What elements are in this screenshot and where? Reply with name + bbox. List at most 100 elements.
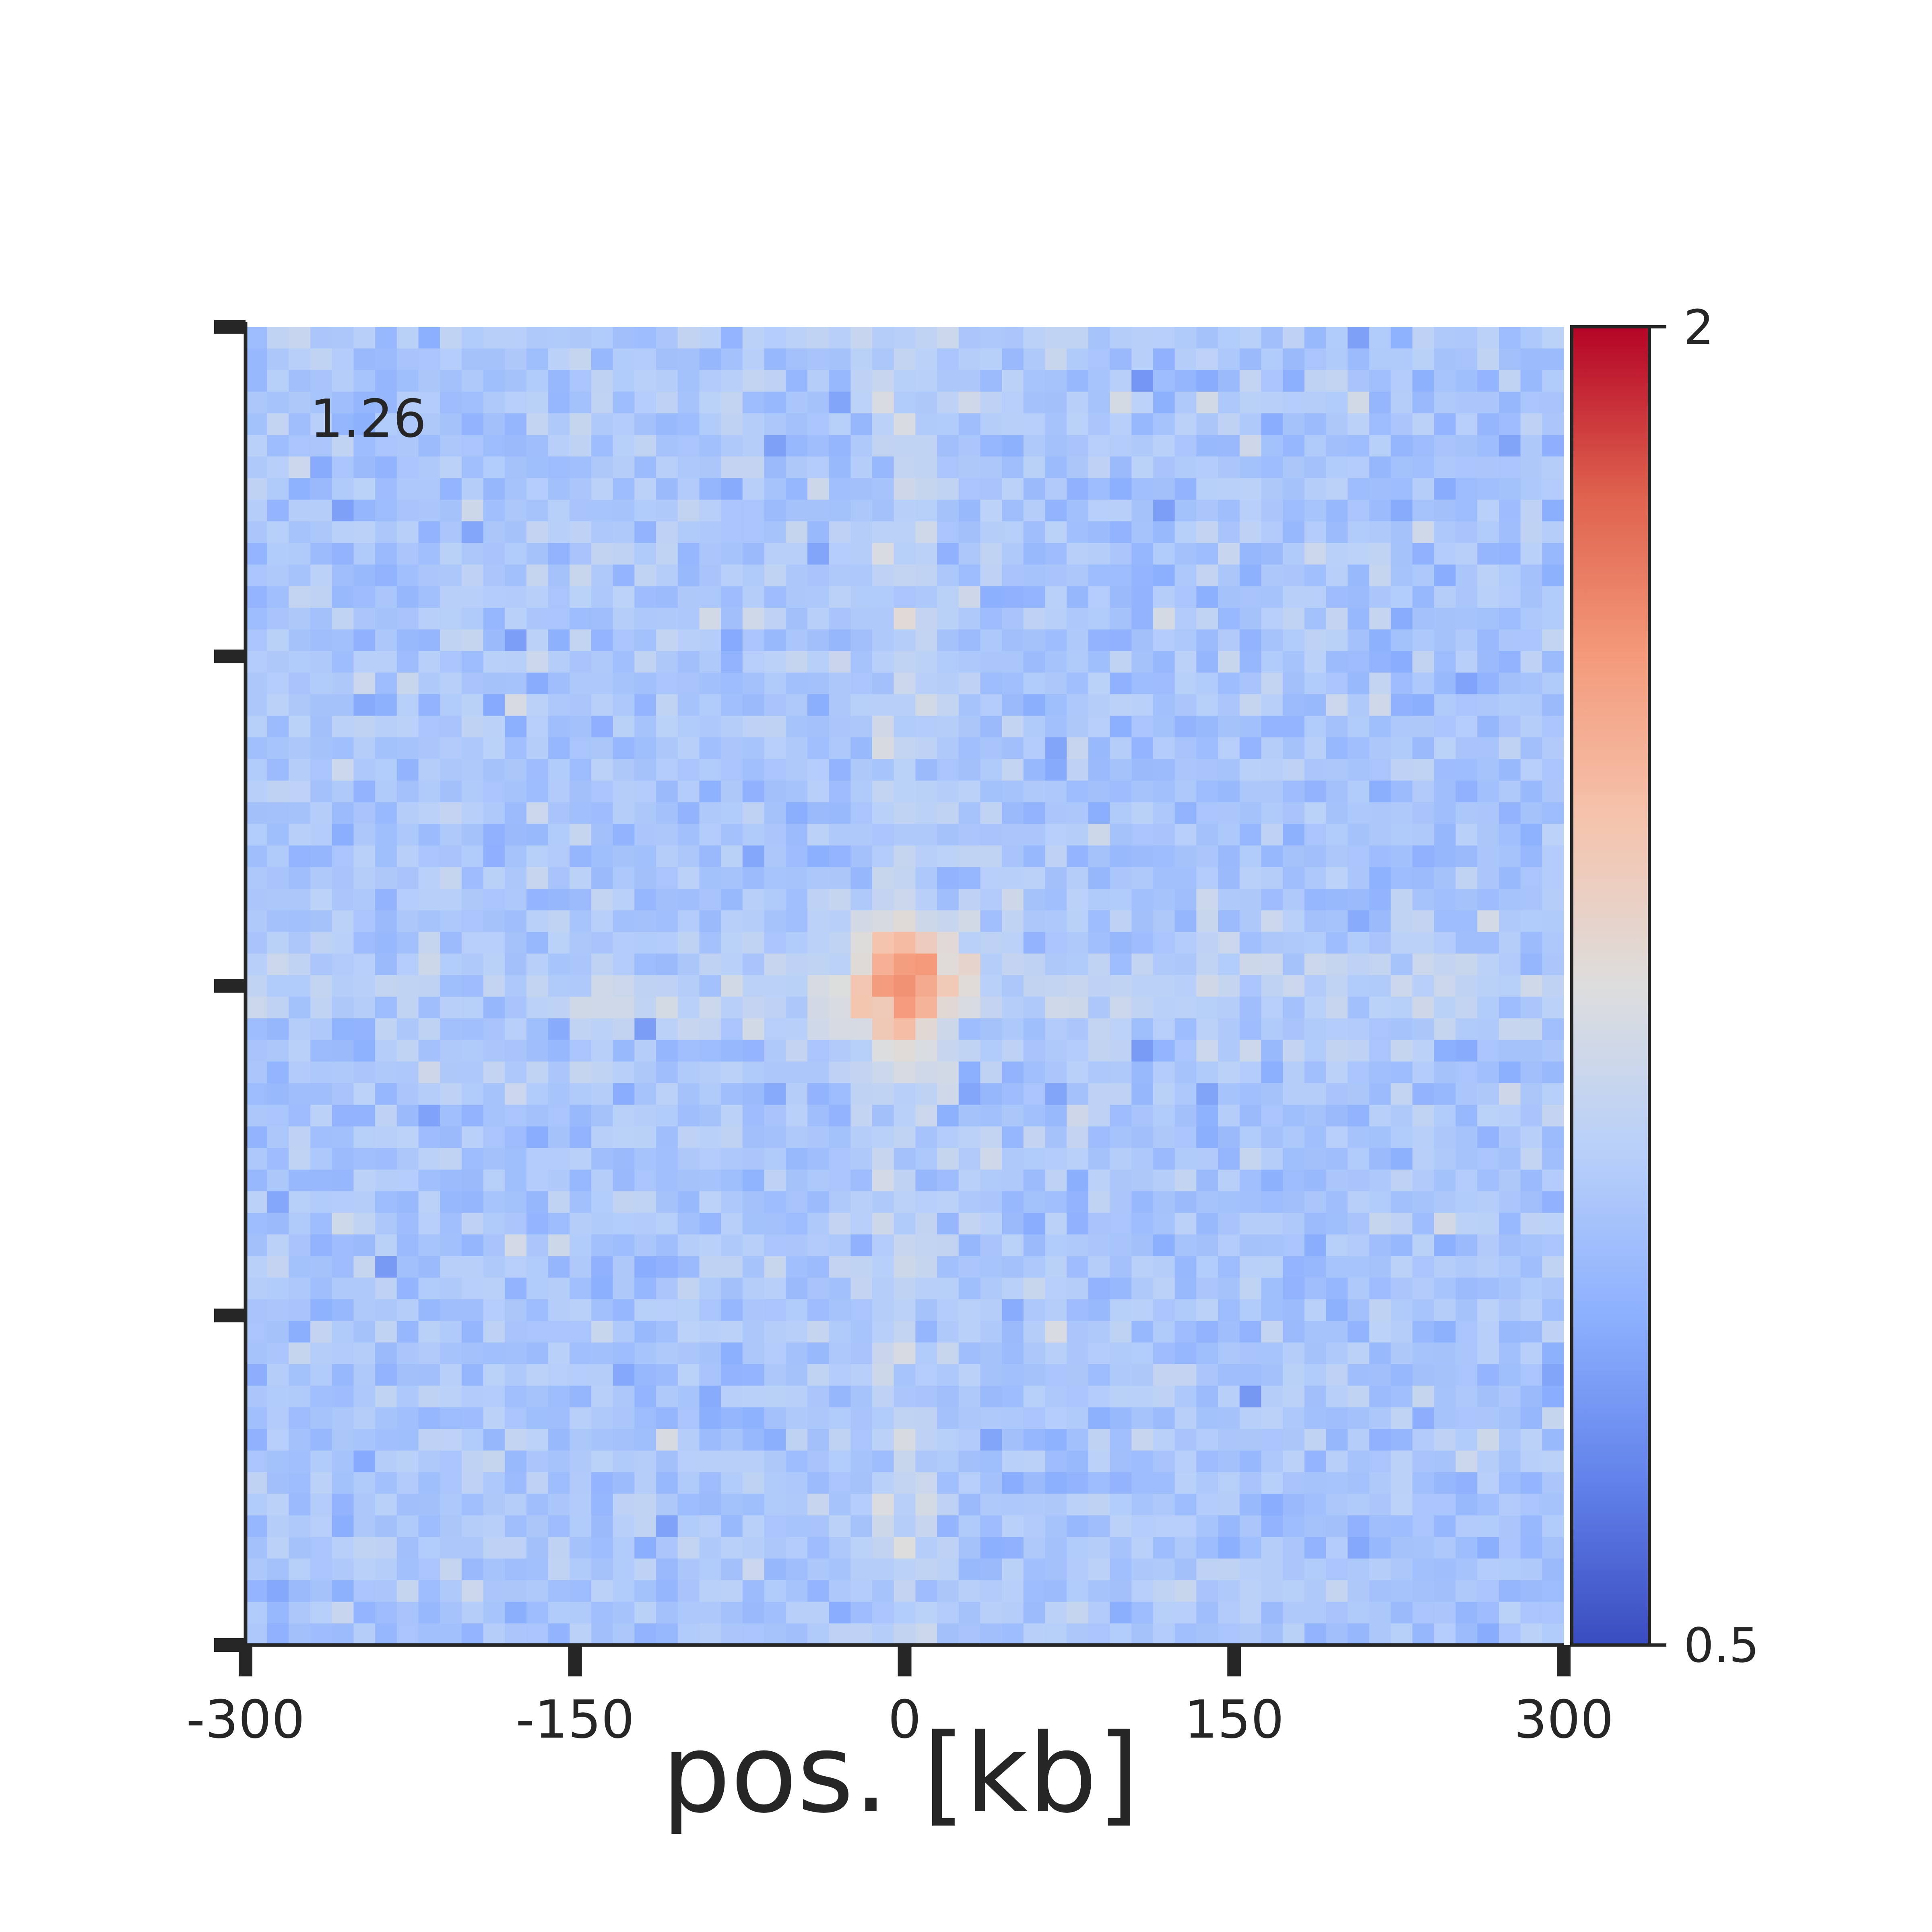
- heatmap-cell: [1412, 478, 1435, 500]
- heatmap-cell: [850, 456, 873, 479]
- heatmap-cell: [1477, 1580, 1499, 1602]
- heatmap-cell: [461, 435, 484, 457]
- heatmap-cell: [1131, 1018, 1154, 1040]
- heatmap-cell: [267, 953, 289, 976]
- heatmap-cell: [1067, 1407, 1089, 1429]
- heatmap-cell: [721, 456, 743, 479]
- heatmap-cell: [1412, 737, 1435, 760]
- heatmap-cell: [656, 1385, 678, 1408]
- heatmap-cell: [764, 975, 786, 997]
- heatmap-cell: [483, 910, 506, 933]
- heatmap-cell: [1110, 1364, 1132, 1386]
- heatmap-cell: [332, 543, 354, 565]
- heatmap-cell: [699, 1623, 721, 1645]
- heatmap-cell: [937, 824, 959, 846]
- heatmap-cells: [246, 327, 1564, 1645]
- heatmap-cell: [1153, 1234, 1175, 1257]
- heatmap-cell: [1174, 1299, 1197, 1321]
- heatmap-cell: [915, 521, 937, 543]
- heatmap-cell: [721, 1342, 743, 1364]
- heatmap-cell: [289, 1364, 311, 1386]
- heatmap-cell: [505, 802, 527, 824]
- heatmap-cell: [786, 1234, 808, 1257]
- heatmap-cell: [894, 1104, 916, 1127]
- heatmap-cell: [1477, 392, 1499, 414]
- heatmap-cell: [1023, 1169, 1046, 1192]
- heatmap-cell: [1045, 500, 1067, 522]
- heatmap-cell: [1542, 867, 1564, 889]
- heatmap-cell: [699, 1104, 721, 1127]
- heatmap-cell: [461, 1018, 484, 1040]
- heatmap-cell: [1218, 824, 1240, 846]
- heatmap-cell: [1455, 1623, 1478, 1645]
- heatmap-cell: [937, 521, 959, 543]
- heatmap-cell: [1412, 1558, 1435, 1581]
- heatmap-cell: [1261, 1494, 1283, 1516]
- heatmap-cell: [461, 1429, 484, 1451]
- heatmap-cell: [786, 348, 808, 371]
- heatmap-cell: [786, 1061, 808, 1084]
- heatmap-cell: [461, 370, 484, 392]
- heatmap-cell: [915, 997, 937, 1019]
- heatmap-cell: [1369, 759, 1391, 781]
- heatmap-cell: [1283, 413, 1305, 436]
- heatmap-cell: [461, 932, 484, 954]
- heatmap-cell: [1369, 456, 1391, 479]
- heatmap-cell: [353, 1169, 376, 1192]
- heatmap-cell: [742, 370, 765, 392]
- heatmap-cell: [396, 500, 419, 522]
- heatmap-cell: [1174, 392, 1197, 414]
- heatmap-cell: [246, 1148, 268, 1170]
- heatmap-cell: [310, 824, 332, 846]
- heatmap-cell: [677, 1321, 700, 1343]
- heatmap-cell: [872, 737, 894, 760]
- heatmap-cell: [1110, 1494, 1132, 1516]
- heatmap-cell: [1542, 1169, 1564, 1192]
- heatmap-cell: [418, 1602, 440, 1624]
- x-tick-label: 300: [1514, 1689, 1614, 1750]
- heatmap-cell: [1218, 888, 1240, 911]
- heatmap-cell: [375, 802, 397, 824]
- heatmap-cell: [1520, 1083, 1543, 1105]
- heatmap-cell: [915, 1061, 937, 1084]
- heatmap-cell: [1434, 953, 1456, 976]
- heatmap-cell: [1218, 1407, 1240, 1429]
- heatmap-cell: [1412, 1342, 1435, 1364]
- heatmap-cell: [418, 694, 440, 716]
- heatmap-cell: [1196, 1040, 1218, 1062]
- heatmap-cell: [1218, 564, 1240, 587]
- heatmap-cell: [915, 867, 937, 889]
- heatmap-cell: [396, 348, 419, 371]
- heatmap-cell: [267, 1299, 289, 1321]
- heatmap-cell: [915, 1558, 937, 1581]
- heatmap-cell: [894, 1169, 916, 1192]
- heatmap-cell: [807, 586, 830, 608]
- heatmap-cell: [1131, 1299, 1154, 1321]
- heatmap-cell: [980, 456, 1002, 479]
- heatmap-cell: [289, 1040, 311, 1062]
- heatmap-cell: [721, 1602, 743, 1624]
- heatmap-cell: [807, 1450, 830, 1473]
- heatmap-cell: [570, 1364, 592, 1386]
- heatmap-cell: [1110, 1213, 1132, 1235]
- heatmap-cell: [721, 673, 743, 695]
- heatmap-cell: [1196, 1407, 1218, 1429]
- heatmap-cell: [548, 1213, 570, 1235]
- heatmap-cell: [1067, 1278, 1089, 1300]
- heatmap-cell: [850, 327, 873, 349]
- heatmap-cell: [764, 1580, 786, 1602]
- heatmap-cell: [721, 1191, 743, 1214]
- heatmap-cell: [1131, 1213, 1154, 1235]
- heatmap-cell: [483, 1061, 506, 1084]
- heatmap-cell: [1283, 1169, 1305, 1192]
- heatmap-cell: [1369, 694, 1391, 716]
- heatmap-cell: [829, 997, 851, 1019]
- heatmap-cell: [1434, 370, 1456, 392]
- heatmap-cell: [915, 1126, 937, 1148]
- heatmap-cell: [634, 1321, 656, 1343]
- heatmap-cell: [1196, 1364, 1218, 1386]
- heatmap-cell: [1045, 867, 1067, 889]
- heatmap-cell: [915, 888, 937, 911]
- heatmap-cell: [786, 802, 808, 824]
- heatmap-cell: [1131, 953, 1154, 976]
